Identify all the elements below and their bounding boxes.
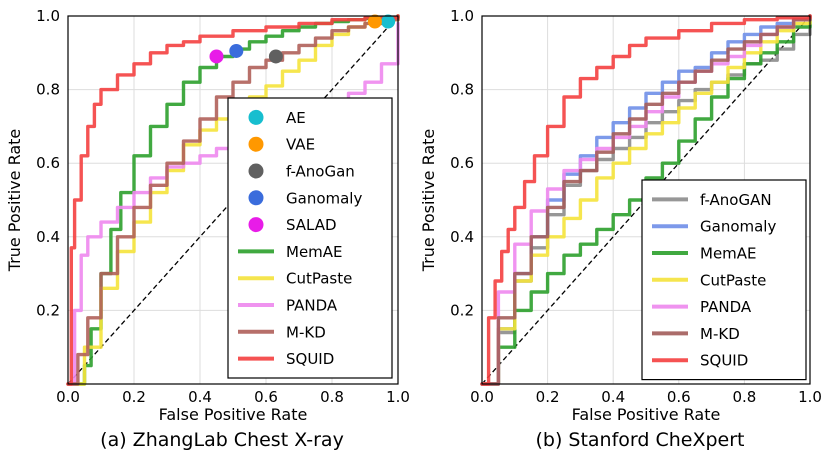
legend-entry-ganomaly: Ganomaly [248, 189, 362, 207]
x-tick-label: 0.0 [470, 388, 494, 406]
roc-curve-memae [480, 14, 812, 386]
legend-entry-f-anogan: f-AnoGAN [652, 191, 772, 209]
roc-curve-cutpaste [480, 14, 812, 386]
x-axis-label: False Positive Rate [159, 405, 308, 424]
x-tick-label: 1.0 [798, 388, 822, 406]
legend-label: AE [286, 109, 306, 127]
legend-marker [248, 163, 264, 179]
legend-entry-panda: PANDA [238, 297, 338, 315]
roc-point-ganomaly [229, 43, 244, 58]
legend-label: f-AnoGAN [700, 191, 772, 209]
panel-zhanglab: 0.2 0.4 0.6 0.8 1.0 0.0 0.2 0.4 0.6 0.8 1.0 False… [5, 7, 410, 451]
roc-points [209, 14, 396, 64]
legend-label: SQUID [700, 352, 748, 370]
roc-point-ae [381, 14, 396, 29]
y-axis-label: True Positive Rate [5, 129, 24, 273]
y-tick-label: 0.6 [36, 154, 60, 172]
x-tick-label: 0.8 [320, 388, 344, 406]
legend-label: MemAE [700, 245, 757, 263]
plot-frame [67, 15, 399, 385]
roc-curve-squid [480, 14, 812, 386]
legend-entry-vae: VAE [248, 136, 315, 154]
y-tick-label: 0.4 [36, 228, 60, 246]
roc-curve-m-kd [480, 14, 812, 386]
legend-entry-squid: SQUID [238, 350, 334, 368]
roc-point-vae [367, 14, 382, 29]
panel-caption: (b) Stanford CheXpert [535, 429, 744, 451]
legend-entry-squid: SQUID [652, 352, 748, 370]
y-tick-labels: 0.2 0.4 0.6 0.8 1.0 [36, 7, 60, 319]
roc-curve-m-kd [66, 14, 400, 386]
legend-entry-ae: AE [248, 109, 306, 127]
legend-marker [248, 217, 264, 233]
legend-label: PANDA [286, 297, 338, 315]
roc-point-f-anogan [268, 49, 283, 64]
panel-caption: (a) ZhangLab Chest X-ray [100, 429, 344, 451]
roc-point-salad [209, 49, 224, 64]
x-tick-label: 0.4 [601, 388, 625, 406]
x-tick-label: 0.4 [188, 388, 212, 406]
legend-label: PANDA [700, 298, 752, 316]
legend-entry-m-kd: M-KD [238, 323, 326, 341]
legend-label: M-KD [700, 325, 740, 343]
y-tick-label: 0.6 [450, 154, 474, 172]
legend-label: f-AnoGan [286, 163, 355, 181]
x-tick-label: 0.2 [122, 388, 146, 406]
legend-marker [248, 190, 264, 206]
x-tick-label: 1.0 [386, 388, 410, 406]
y-axis-label: True Positive Rate [419, 129, 438, 273]
roc-curves [480, 14, 812, 386]
chance-diagonal-line [481, 15, 811, 385]
y-tick-label: 0.2 [36, 301, 60, 319]
legend-marker [248, 136, 264, 152]
legend-label: Ganomaly [286, 189, 362, 207]
legend-label: Ganomaly [700, 218, 776, 236]
x-tick-label: 0.6 [667, 388, 691, 406]
legend-label: SQUID [286, 350, 334, 368]
legend-marker [248, 109, 264, 125]
x-tick-label: 0.0 [56, 388, 80, 406]
x-tick-label: 0.8 [732, 388, 756, 406]
y-tick-label: 1.0 [450, 7, 474, 25]
legend-entry-f-anogan: f-AnoGan [248, 163, 355, 181]
roc-curve-squid [66, 14, 400, 386]
y-tick-label: 0.4 [450, 228, 474, 246]
legend-entry-cutpaste: CutPaste [652, 271, 766, 289]
legend-entry-ganomaly: Ganomaly [652, 218, 776, 236]
legend-entry-memae: MemAE [238, 243, 343, 261]
x-axis-label: False Positive Rate [572, 405, 721, 424]
legend-entry-m-kd: M-KD [652, 325, 740, 343]
legend-label: VAE [286, 136, 315, 154]
legend-label: M-KD [286, 323, 326, 341]
x-tick-label: 0.6 [254, 388, 278, 406]
y-tick-label: 0.8 [450, 81, 474, 99]
legend: AE VAE f-AnoGan Ganomaly SALAD MemAE CutPaste P… [227, 97, 393, 379]
y-tick-label: 0.8 [36, 81, 60, 99]
legend-entry-panda: PANDA [652, 298, 752, 316]
y-tick-labels: 0.2 0.4 0.6 0.8 1.0 [450, 7, 474, 319]
x-tick-label: 0.2 [536, 388, 560, 406]
chance-diagonal-line [67, 15, 399, 385]
legend: f-AnoGAN Ganomaly MemAE CutPaste PANDA M-KD SQ… [641, 179, 807, 381]
plot-frame [481, 15, 811, 385]
y-tick-label: 1.0 [36, 7, 60, 25]
y-tick-label: 0.2 [450, 301, 474, 319]
legend-entry-cutpaste: CutPaste [238, 270, 352, 288]
x-tick-labels: 0.0 0.2 0.4 0.6 0.8 1.0 [56, 388, 410, 406]
panel-chexpert: 0.2 0.4 0.6 0.8 1.0 0.0 0.2 0.4 0.6 0.8 1.0 False… [419, 7, 822, 451]
x-tick-labels: 0.0 0.2 0.4 0.6 0.8 1.0 [470, 388, 822, 406]
legend-label: MemAE [286, 243, 343, 261]
legend-entry-salad: SALAD [248, 216, 337, 234]
legend-label: CutPaste [700, 271, 766, 289]
legend-label: SALAD [286, 216, 337, 234]
legend-entry-memae: MemAE [652, 245, 757, 263]
legend-label: CutPaste [286, 270, 352, 288]
